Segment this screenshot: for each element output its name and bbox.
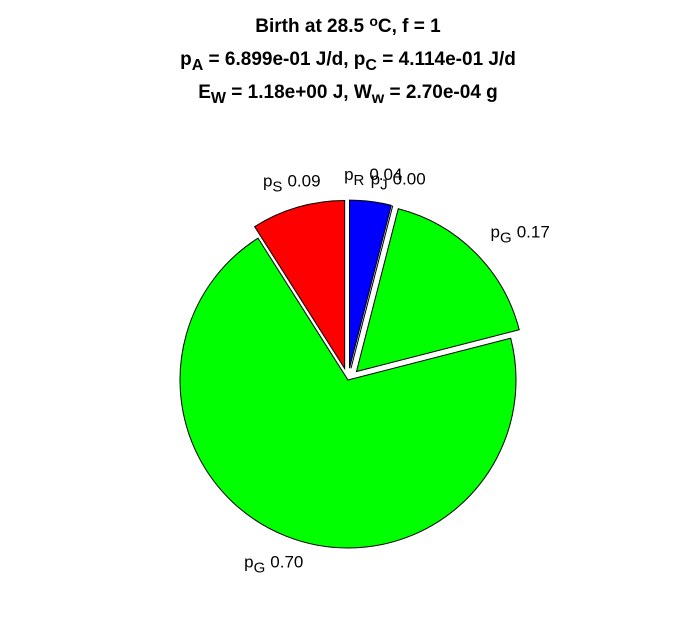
title-text: = 2.70e-04 g <box>384 82 498 103</box>
subscript: A <box>192 57 204 74</box>
title-text: p <box>180 49 192 70</box>
slice-name: p <box>244 552 253 571</box>
slice-subscript: J <box>380 176 388 193</box>
title-text: Birth at 28.5 <box>255 16 369 37</box>
title-text: = 6.899e-01 J/d, p <box>203 49 365 70</box>
slice-label: pS 0.09 <box>263 171 321 195</box>
slice-value: 0.17 <box>517 222 550 241</box>
slice-name: p <box>491 222 500 241</box>
slice-name: p <box>263 171 272 190</box>
title-text: = 4.114e-01 J/d <box>377 49 516 70</box>
slice-subscript: S <box>272 178 282 195</box>
pie-slice <box>349 199 392 369</box>
slice-label: pR 0.04 <box>344 165 402 189</box>
slice-subscript: G <box>254 559 266 576</box>
pie-slice <box>355 208 520 373</box>
subscript: W <box>211 90 227 107</box>
slice-name: p <box>371 170 380 189</box>
slice-label: pJ 0.00 <box>371 170 426 194</box>
subscript: C <box>365 57 377 74</box>
subscript: w <box>371 90 385 107</box>
chart-title: EW = 1.18e+00 J, Ww = 2.70e-04 g <box>198 82 498 107</box>
title-text: = 1.18e+00 J, W <box>226 82 372 103</box>
slice-name: p <box>344 165 353 184</box>
pie-slice <box>179 237 517 549</box>
slice-value: 0.04 <box>369 165 402 184</box>
slice-value: 0.00 <box>393 170 426 189</box>
slice-subscript: G <box>500 229 512 246</box>
slice-label: pG 0.17 <box>491 222 550 246</box>
slice-value: 0.70 <box>270 552 303 571</box>
slice-label: pG 0.70 <box>244 552 303 576</box>
pie-slice <box>350 205 394 369</box>
chart-title: pA = 6.899e-01 J/d, pC = 4.114e-01 J/d <box>180 49 516 74</box>
title-text: C, f = 1 <box>378 16 441 37</box>
title-text: E <box>198 82 211 103</box>
superscript: o <box>369 13 378 29</box>
slice-value: 0.09 <box>287 171 320 190</box>
chart-title: Birth at 28.5 oC, f = 1 <box>255 13 441 37</box>
pie-slice <box>253 199 346 371</box>
slice-subscript: R <box>354 171 365 188</box>
